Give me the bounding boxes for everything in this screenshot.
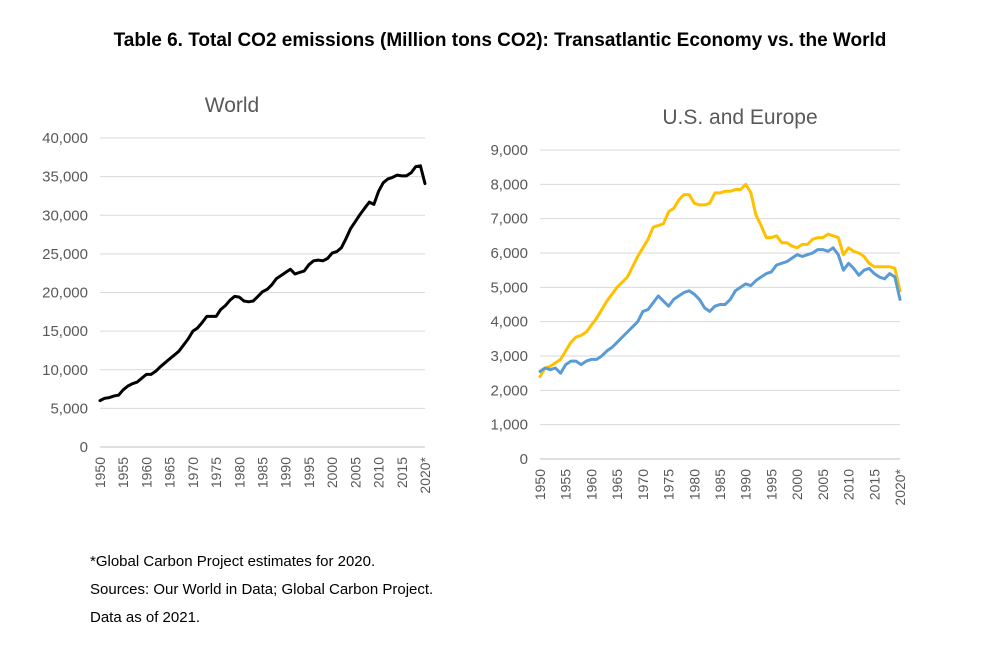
useu-y-tick-label: 7,000 bbox=[490, 211, 528, 228]
world-x-tick-label: 2020* bbox=[417, 456, 433, 493]
world-y-tick-label: 5,000 bbox=[50, 400, 88, 417]
footnote-date: Data as of 2021. bbox=[90, 609, 201, 626]
useu-x-tick-label: 1975 bbox=[661, 469, 677, 500]
footnote-sources: Sources: Our World in Data; Global Carbo… bbox=[90, 581, 434, 598]
useu-x-tick-label: 2015 bbox=[866, 469, 882, 500]
chart-notes: *Global Carbon Project estimates for 202… bbox=[90, 548, 433, 632]
useu-y-tick-label: 4,000 bbox=[490, 314, 528, 331]
footnote-estimates: *Global Carbon Project estimates for 202… bbox=[90, 553, 376, 570]
useu-series-europe bbox=[538, 182, 902, 379]
world-x-tick-label: 2015 bbox=[394, 457, 410, 488]
world-y-tick-label: 30,000 bbox=[42, 207, 88, 224]
world-x-tick-label: 1995 bbox=[301, 457, 317, 488]
world-x-tick-label: 2000 bbox=[324, 457, 340, 488]
world-x-tick-label: 1960 bbox=[138, 457, 154, 488]
world-y-tick-label: 20,000 bbox=[42, 285, 88, 302]
useu-x-tick-label: 1995 bbox=[763, 469, 779, 500]
useu-x-tick-label: 2000 bbox=[789, 469, 805, 500]
world-x-tick-label: 1975 bbox=[208, 457, 224, 488]
useu-x-tick-label: 1970 bbox=[635, 469, 651, 500]
useu-chart-title: U.S. and Europe bbox=[662, 106, 817, 129]
useu-x-tick-label: 2020* bbox=[892, 468, 908, 505]
world-x-tick-label: 2005 bbox=[347, 457, 363, 488]
useu-x-tick-label: 2005 bbox=[815, 469, 831, 500]
world-y-tick-label: 25,000 bbox=[42, 246, 88, 263]
useu-x-tick-label: 1955 bbox=[558, 469, 574, 500]
world-x-tick-label: 1955 bbox=[115, 457, 131, 488]
useu-y-tick-label: 9,000 bbox=[490, 142, 528, 159]
world-y-tick-label: 10,000 bbox=[42, 362, 88, 379]
useu-y-tick-label: 0 bbox=[520, 451, 528, 468]
useu-x-tick-label: 1985 bbox=[712, 469, 728, 500]
useu-y-tick-label: 8,000 bbox=[490, 176, 528, 193]
world-x-tick-label: 1980 bbox=[231, 457, 247, 488]
useu-x-tick-label: 1965 bbox=[609, 469, 625, 500]
useu-y-tick-label: 6,000 bbox=[490, 245, 528, 262]
world-chart-title: World bbox=[205, 94, 259, 117]
useu-y-tick-label: 3,000 bbox=[490, 348, 528, 365]
useu-series-u-s bbox=[538, 246, 902, 375]
useu-y-tick-label: 1,000 bbox=[490, 417, 528, 434]
world-x-tick-label: 1950 bbox=[92, 457, 108, 488]
world-y-tick-label: 0 bbox=[80, 439, 88, 456]
world-series-world bbox=[98, 164, 427, 403]
world-x-tick-label: 2010 bbox=[371, 457, 387, 488]
useu-x-tick-label: 1990 bbox=[738, 469, 754, 500]
useu-x-tick-label: 1960 bbox=[583, 469, 599, 500]
world-x-tick-label: 1965 bbox=[162, 457, 178, 488]
useu-x-tick-label: 2010 bbox=[841, 469, 857, 500]
world-y-tick-label: 35,000 bbox=[42, 169, 88, 186]
world-x-tick-label: 1990 bbox=[278, 457, 294, 488]
useu-x-tick-label: 1950 bbox=[532, 469, 548, 500]
useu-x-tick-label: 1980 bbox=[686, 469, 702, 500]
useu-y-tick-label: 2,000 bbox=[490, 382, 528, 399]
world-y-tick-label: 15,000 bbox=[42, 323, 88, 340]
useu-y-tick-label: 5,000 bbox=[490, 279, 528, 296]
world-y-tick-label: 40,000 bbox=[42, 130, 88, 147]
world-x-tick-label: 1970 bbox=[185, 457, 201, 488]
page-title: Table 6. Total CO2 emissions (Million to… bbox=[113, 30, 887, 51]
world-x-tick-label: 1985 bbox=[255, 457, 271, 488]
